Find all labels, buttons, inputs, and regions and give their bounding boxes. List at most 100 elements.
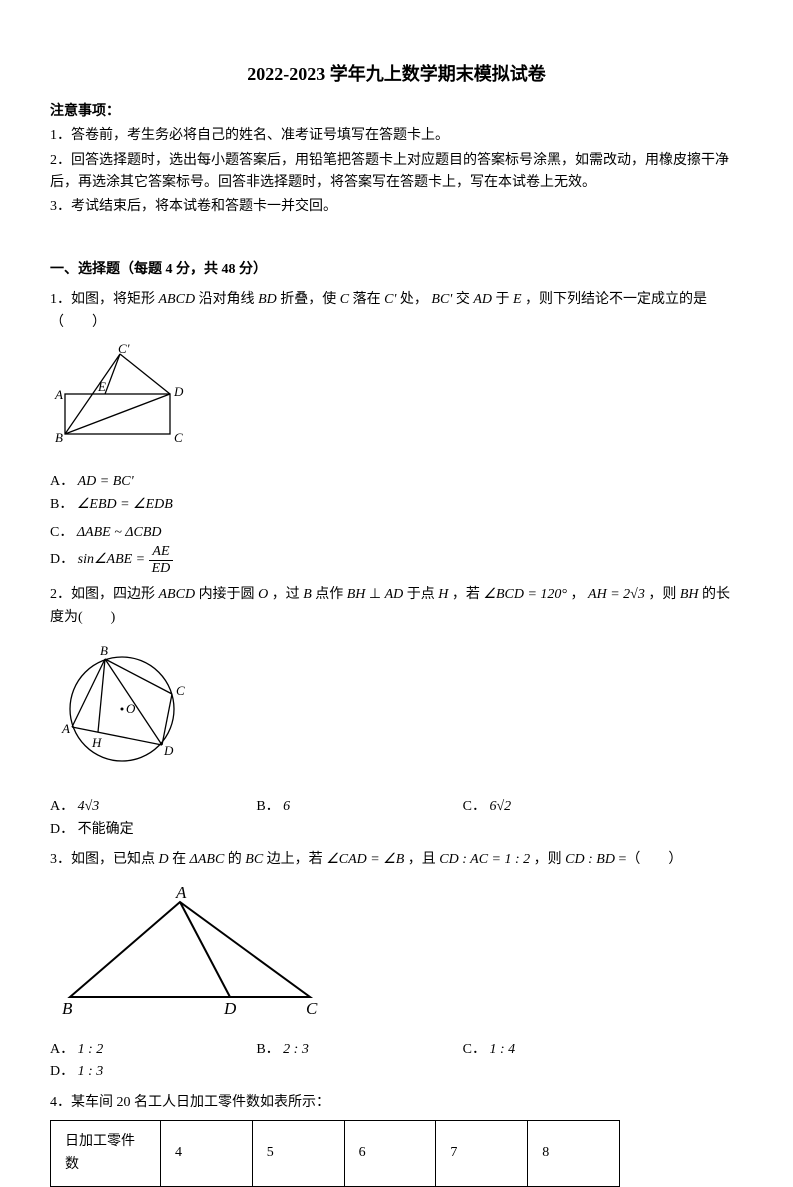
question-4: 4．某车间 20 名工人日加工零件数如表所示： 日加工零件数 4 5 6 7 8 bbox=[50, 1092, 743, 1187]
svg-text:E: E bbox=[97, 379, 106, 394]
q1-opt-d: D． sin∠ABE = AE ED bbox=[50, 544, 383, 576]
svg-text:H: H bbox=[91, 735, 102, 750]
notice-heading: 注意事项： bbox=[50, 101, 743, 123]
q2-m3: 点作 bbox=[312, 587, 347, 602]
q2-opt-c: C． 6√2 bbox=[463, 796, 629, 818]
q2-m5: 于点 bbox=[403, 587, 438, 602]
q4-cell-0: 4 bbox=[161, 1121, 253, 1187]
q3-cond1: ∠CAD = ∠B bbox=[326, 852, 404, 867]
q2-ah: AH = 2√3 bbox=[588, 587, 645, 602]
q3-m2: 的 bbox=[224, 852, 245, 867]
q4-text: 4．某车间 20 名工人日加工零件数如表所示： bbox=[50, 1092, 743, 1114]
q1-text: 1．如图，将矩形 ABCD 沿对角线 BD 折叠，使 C 落在 C' 处， BC… bbox=[50, 289, 743, 334]
q3-cond2: CD : AC = 1 : 2 bbox=[439, 852, 530, 867]
q2-options: A． 4√3 B． 6 C． 6√2 D． 不能确定 bbox=[50, 796, 743, 841]
q1-m4: 处， bbox=[396, 292, 431, 307]
table-row: 日加工零件数 4 5 6 7 8 bbox=[51, 1121, 620, 1187]
q1-m2: 折叠，使 bbox=[277, 292, 340, 307]
q1-ad: AD bbox=[473, 292, 492, 307]
q1-figure: A B C D C' E bbox=[50, 344, 743, 457]
q2-ad: AD bbox=[385, 587, 404, 602]
q2-bh2: BH bbox=[680, 587, 699, 602]
q4-cell-1: 5 bbox=[252, 1121, 344, 1187]
q2-bh: BH bbox=[347, 587, 366, 602]
q2-opt-b: B． 6 bbox=[256, 796, 422, 818]
q1-bcp: BC' bbox=[431, 292, 452, 307]
svg-text:C: C bbox=[176, 683, 185, 698]
q3-m3: 边上，若 bbox=[263, 852, 326, 867]
svg-text:A: A bbox=[61, 721, 70, 736]
q1-opt-a-label: A． bbox=[50, 474, 74, 489]
q3-opt-c-label: C． bbox=[463, 1042, 486, 1057]
q4-cell-4: 8 bbox=[528, 1121, 620, 1187]
q1-opt-b: B． ∠EBD = ∠EDB bbox=[50, 494, 383, 516]
q1-opt-d-num: AE bbox=[149, 544, 174, 560]
svg-text:C: C bbox=[306, 999, 318, 1017]
q2-text: 2．如图，四边形 ABCD 内接于圆 O ，过 B 点作 BH ⊥ AD 于点 … bbox=[50, 584, 743, 629]
svg-text:C: C bbox=[174, 430, 183, 445]
q1-c: C bbox=[340, 292, 349, 307]
q4-cell-3: 7 bbox=[436, 1121, 528, 1187]
q2-opt-a-text: 4√3 bbox=[78, 799, 100, 814]
q1-opt-c: C． ΔABE ~ ΔCBD bbox=[50, 522, 383, 544]
q1-opt-a-text: AD = BC' bbox=[78, 474, 134, 489]
svg-text:A: A bbox=[175, 883, 187, 902]
q4-table: 日加工零件数 4 5 6 7 8 bbox=[50, 1120, 620, 1187]
svg-text:B: B bbox=[100, 643, 108, 658]
q1-m3: 落在 bbox=[349, 292, 384, 307]
q3-opt-a-text: 1 : 2 bbox=[78, 1042, 104, 1057]
q4-row-head: 日加工零件数 bbox=[51, 1121, 161, 1187]
q1-opt-d-label: D． bbox=[50, 553, 74, 568]
svg-text:B: B bbox=[62, 999, 73, 1017]
q3-ask: CD : BD bbox=[565, 852, 615, 867]
page-title: 2022-2023 学年九上数学期末模拟试卷 bbox=[50, 60, 743, 89]
q3-opt-a-label: A． bbox=[50, 1042, 74, 1057]
q2-opt-c-text: 6√2 bbox=[489, 799, 511, 814]
q3-opt-b-label: B． bbox=[256, 1042, 279, 1057]
q2-figure: A B C D H O bbox=[50, 639, 743, 782]
q3-opt-b: B． 2 : 3 bbox=[256, 1039, 422, 1061]
q3-opt-d-label: D． bbox=[50, 1064, 74, 1079]
q2-opt-b-text: 6 bbox=[283, 799, 290, 814]
q1-bd: BD bbox=[258, 292, 277, 307]
q2-opt-d-label: D． bbox=[50, 822, 74, 837]
q2-opt-c-label: C． bbox=[463, 799, 486, 814]
q3-opt-d: D． 1 : 3 bbox=[50, 1061, 216, 1083]
q2-angle: ∠BCD = 120° bbox=[483, 587, 567, 602]
q2-opt-d: D． 不能确定 bbox=[50, 819, 216, 841]
q1-opt-c-label: C． bbox=[50, 525, 73, 540]
svg-text:C': C' bbox=[118, 344, 130, 356]
q1-opt-c-text: ΔABE ~ ΔCBD bbox=[77, 525, 162, 540]
notice-line-3: 3．考试结束后，将本试卷和答题卡一并交回。 bbox=[50, 196, 743, 218]
q3-m5: ，则 bbox=[530, 852, 565, 867]
q3-text: 3．如图，已知点 D 在 ΔABC 的 BC 边上，若 ∠CAD = ∠B ，且… bbox=[50, 849, 743, 871]
q3-tail: =（ ） bbox=[615, 852, 682, 867]
question-2: 2．如图，四边形 ABCD 内接于圆 O ，过 B 点作 BH ⊥ AD 于点 … bbox=[50, 584, 743, 841]
q4-cell-2: 6 bbox=[344, 1121, 436, 1187]
q3-m4: ，且 bbox=[404, 852, 439, 867]
q1-e: E bbox=[513, 292, 522, 307]
q2-abcd: ABCD bbox=[159, 587, 196, 602]
q2-opt-a: A． 4√3 bbox=[50, 796, 216, 818]
q2-b: B bbox=[303, 587, 312, 602]
q3-tri: ΔABC bbox=[190, 852, 225, 867]
q2-o: O bbox=[258, 587, 268, 602]
question-1: 1．如图，将矩形 ABCD 沿对角线 BD 折叠，使 C 落在 C' 处， BC… bbox=[50, 289, 743, 576]
q1-opt-b-label: B． bbox=[50, 497, 73, 512]
svg-text:D: D bbox=[163, 743, 174, 758]
q1-options-row1: A． AD = BC' B． ∠EBD = ∠EDB bbox=[50, 471, 743, 516]
q3-options: A． 1 : 2 B． 2 : 3 C． 1 : 4 D． 1 : 3 bbox=[50, 1039, 743, 1084]
q3-m1: 在 bbox=[169, 852, 190, 867]
q3-opt-a: A． 1 : 2 bbox=[50, 1039, 216, 1061]
q2-m1: 内接于圆 bbox=[195, 587, 258, 602]
q1-cp: C' bbox=[384, 292, 396, 307]
q2-m6: ，若 bbox=[448, 587, 483, 602]
section-1-title: 一、选择题（每题 4 分，共 48 分） bbox=[50, 259, 743, 281]
q1-opt-d-frac: AE ED bbox=[149, 544, 174, 576]
q3-opt-c-text: 1 : 4 bbox=[489, 1042, 515, 1057]
q2-opt-b-label: B． bbox=[256, 799, 279, 814]
q2-m4: ⊥ bbox=[365, 587, 384, 602]
q3-bc: BC bbox=[245, 852, 263, 867]
question-3: 3．如图，已知点 D 在 ΔABC 的 BC 边上，若 ∠CAD = ∠B ，且… bbox=[50, 849, 743, 1084]
q3-opt-b-text: 2 : 3 bbox=[283, 1042, 309, 1057]
